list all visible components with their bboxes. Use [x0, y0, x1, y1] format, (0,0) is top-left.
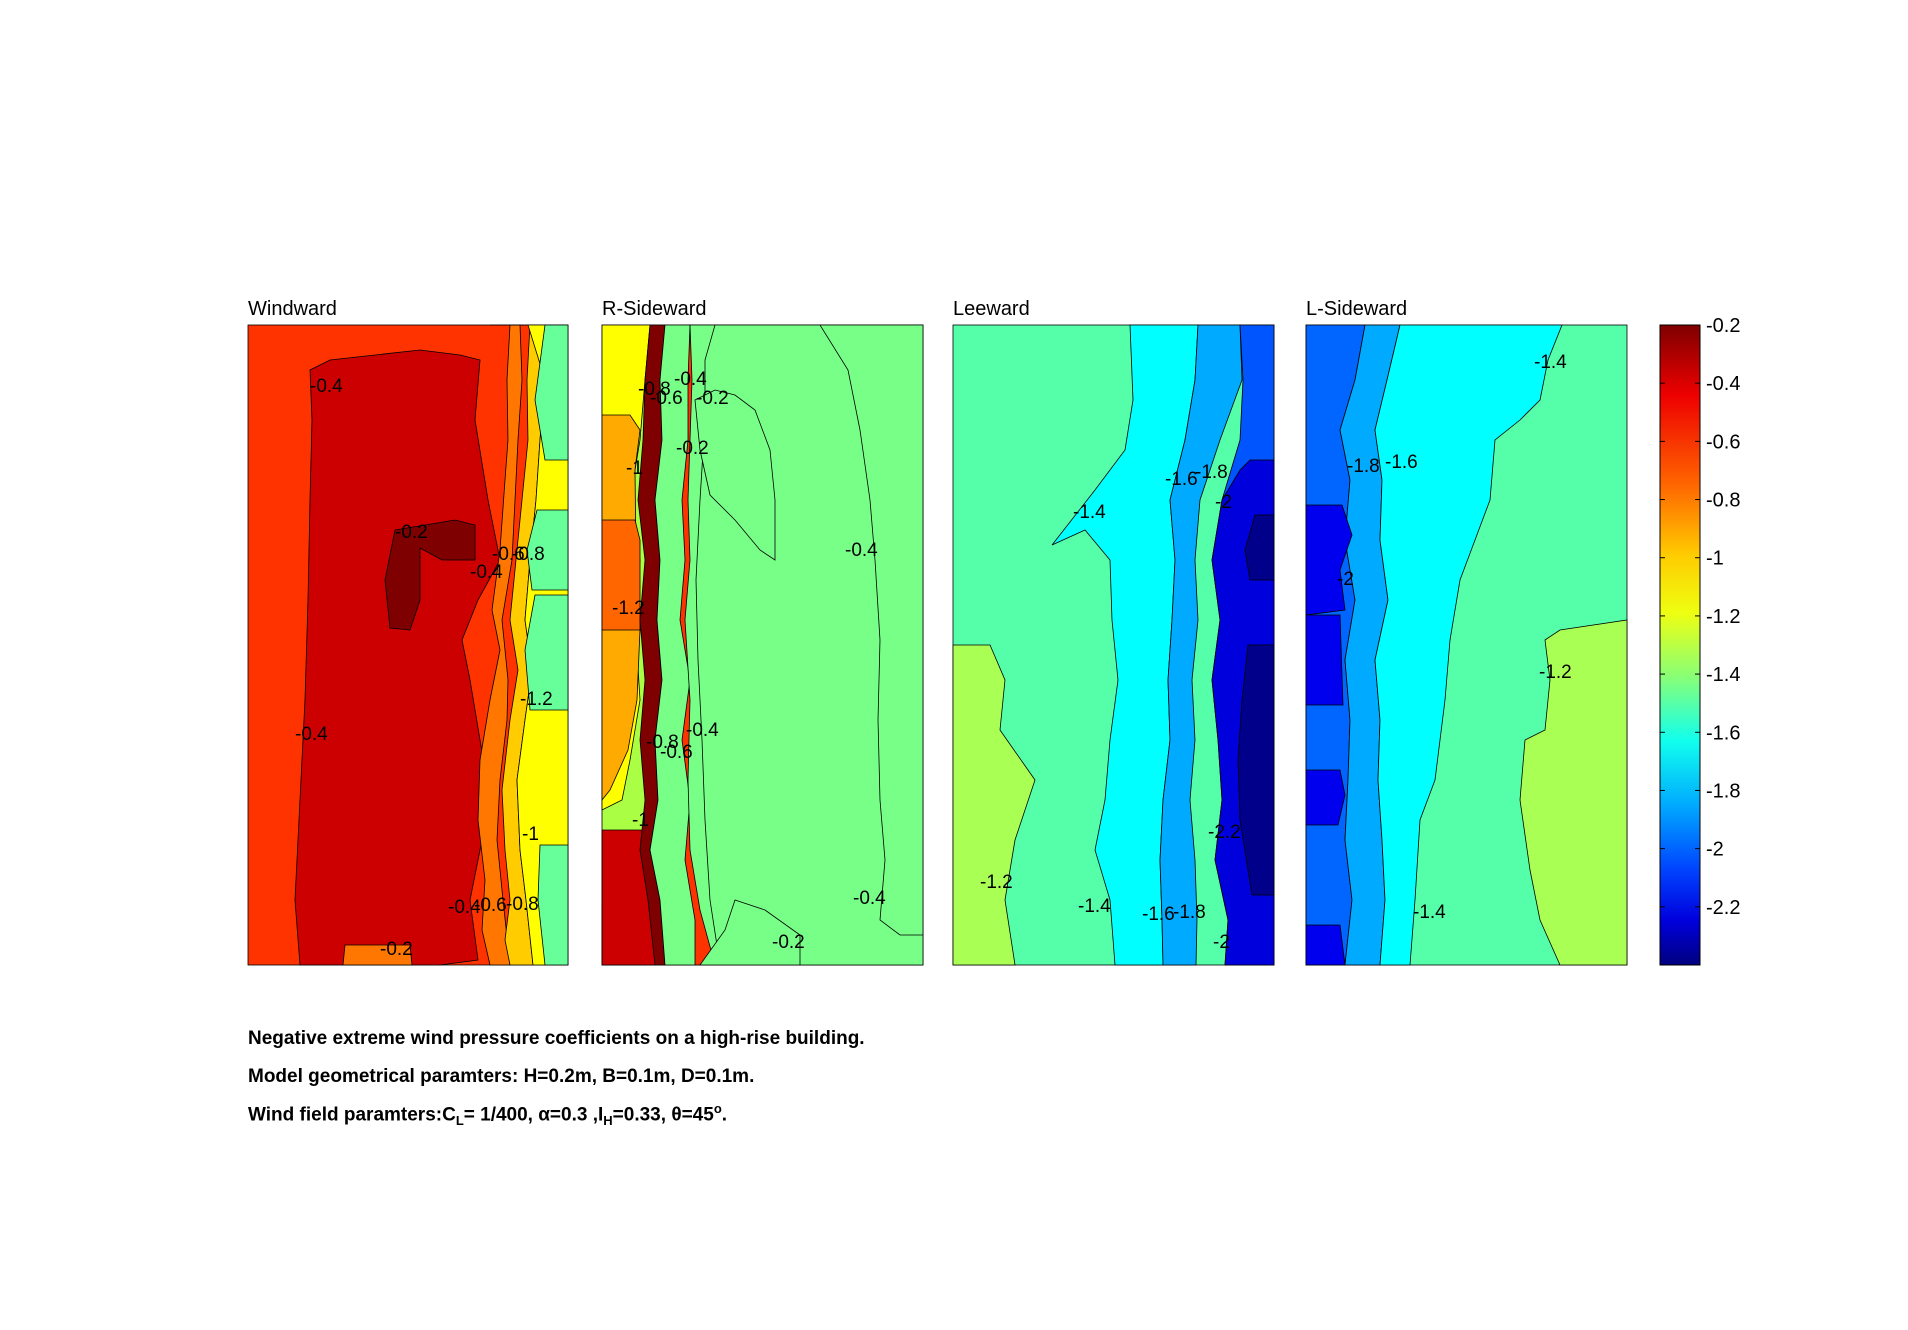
- band-5: [1519, 619, 1628, 966]
- band-10: [694, 389, 776, 561]
- panel-title-l-sideward: L-Sideward: [1306, 298, 1407, 320]
- colorbar-gradient: [1659, 324, 1701, 966]
- contour-label: -1.6: [1385, 452, 1418, 473]
- band-7b: [1237, 644, 1275, 896]
- contour-label: -0.4: [295, 724, 328, 745]
- contour-label: -0.2: [676, 438, 709, 459]
- contour-label: -0.4: [845, 540, 878, 561]
- contour-label: -0.8: [646, 732, 679, 753]
- contour-label: -0.4: [310, 376, 343, 397]
- band-4b: [601, 519, 641, 631]
- panel-leeward: Leeward -1.4 -1.6 -1.8 -2 -1.2 -1.4 -1.6…: [952, 298, 1275, 966]
- band-7: [534, 324, 569, 461]
- band-4: [477, 324, 523, 966]
- band-11: [699, 899, 801, 966]
- colorbar-tick-label: -0.8: [1706, 490, 1740, 512]
- caption-line-1: Negative extreme wind pressure coefficie…: [248, 1028, 865, 1049]
- contour-label: -1.8: [1173, 902, 1206, 923]
- band-4: [1159, 324, 1243, 966]
- contour-label: -1.4: [1534, 352, 1567, 373]
- contour-label: -1.4: [1078, 896, 1111, 917]
- panel-title-leeward: Leeward: [953, 298, 1030, 320]
- colorbar-tick-label: -1: [1706, 548, 1724, 570]
- panel-title-windward: Windward: [248, 298, 337, 320]
- contour-labels-l-sideward: -1.4 -1.8 -1.6 -2 -1.2 -1.4: [1337, 352, 1572, 923]
- contour-label: -1.4: [1413, 902, 1446, 923]
- panel-r-sideward: R-Sideward -0.8 -0.4 -0.6 -0.2 -0.2 -1 -…: [601, 298, 924, 966]
- colorbar-tick-label: -2: [1706, 839, 1724, 861]
- contour-label: -2: [1213, 932, 1230, 953]
- contour-label: -0.8: [506, 894, 539, 915]
- contour-label: -0.4: [686, 720, 719, 741]
- contour-label: -0.4: [448, 897, 481, 918]
- contour-label: -1.6: [1165, 469, 1198, 490]
- contour-label: -1.4: [1073, 502, 1106, 523]
- contour-label: -1.8: [1195, 462, 1228, 483]
- colorbar-tick-label: -1.4: [1706, 664, 1740, 686]
- colorbar-tick-label: -1.6: [1706, 722, 1740, 744]
- contour-label: -0.4: [674, 369, 707, 390]
- band-7: [649, 324, 696, 966]
- contour-label: -1.2: [520, 689, 553, 710]
- colorbar-tick-label: -1.2: [1706, 606, 1740, 628]
- panel-r-sideward-bands: [601, 324, 924, 966]
- contour-label: -2: [1215, 492, 1232, 513]
- panel-windward: Windward -0.4 -0.2 -0.4 -0.6 -0.8 -1.2 -…: [247, 298, 569, 966]
- band-6d: [1305, 924, 1346, 966]
- band-2: [952, 644, 1036, 966]
- band-3b: [342, 944, 413, 966]
- contour-label: -1.2: [612, 598, 645, 619]
- contour-label: -1: [626, 458, 643, 479]
- contour-label: -0.2: [380, 939, 413, 960]
- band-7: [1244, 514, 1275, 581]
- contour-label: -0.4: [470, 562, 503, 583]
- colorbar-tick-label: -0.2: [1706, 315, 1740, 337]
- panel-windward-bands: [247, 324, 569, 966]
- contour-label: -1.8: [1347, 456, 1380, 477]
- band-7b: [526, 509, 569, 591]
- band-8: [524, 594, 569, 711]
- contour-label: -0.6: [650, 388, 683, 409]
- caption-line-3: Wind field paramters:CL= 1/400, α=0.3 ,I…: [248, 1101, 728, 1129]
- contour-label: -1.2: [1539, 662, 1572, 683]
- caption-line-2: Model geometrical paramters: H=0.2m, B=0…: [248, 1066, 755, 1087]
- contour-label: -0.6: [660, 742, 693, 763]
- contour-label: -0.8: [512, 544, 545, 565]
- contour-label: -0.6: [492, 544, 525, 565]
- contour-label: -0.8: [638, 379, 671, 400]
- colorbar-tick-label: -0.6: [1706, 431, 1740, 453]
- contour-label: -1: [632, 810, 649, 831]
- colorbar: -0.2 -0.4 -0.6 -0.8 -1 -1.2 -1.4 -1.6 -1.8 -2 -2.2: [1659, 315, 1740, 966]
- contour-label: -0.2: [395, 522, 428, 543]
- panel-l-sideward-bands: [1305, 324, 1628, 966]
- contour-label: -1.2: [980, 872, 1013, 893]
- contour-label: -0.2: [696, 388, 729, 409]
- band-4: [1374, 324, 1563, 966]
- contour-labels-windward: -0.4 -0.2 -0.4 -0.6 -0.8 -1.2 -0.4 -1 -0…: [295, 376, 553, 960]
- contour-labels-r-sideward: -0.8 -0.4 -0.6 -0.2 -0.2 -1 -1.2 -0.4 -0…: [612, 369, 886, 953]
- contour-label: -2: [1337, 569, 1354, 590]
- panel-l-sideward: L-Sideward -1.4 -1.8 -1.6 -2 -1.2 -1.4: [1305, 298, 1628, 966]
- band-6b: [1305, 614, 1344, 706]
- colorbar-ticks: -0.2 -0.4 -0.6 -0.8 -1 -1.2 -1.4 -1.6 -1.8 -2 -2.2: [1660, 315, 1740, 919]
- contour-labels-leeward: -1.4 -1.6 -1.8 -2 -1.2 -1.4 -1.6 -1.8 -2…: [980, 462, 1241, 953]
- contour-label: -0.2: [772, 932, 805, 953]
- contour-label: -0.6: [474, 895, 507, 916]
- contour-label: -1: [522, 824, 539, 845]
- band-6c: [1305, 769, 1346, 826]
- band-9: [537, 844, 569, 966]
- colorbar-tick-label: -0.4: [1706, 373, 1740, 395]
- panel-title-r-sideward: R-Sideward: [602, 298, 706, 320]
- contour-label: -2.2: [1208, 822, 1241, 843]
- contour-label: -0.4: [853, 888, 886, 909]
- colorbar-tick-label: -2.2: [1706, 897, 1740, 919]
- band-3: [384, 519, 476, 631]
- panel-leeward-bands: [952, 324, 1275, 966]
- contour-label: -1.6: [1142, 904, 1175, 925]
- colorbar-tick-label: -1.8: [1706, 780, 1740, 802]
